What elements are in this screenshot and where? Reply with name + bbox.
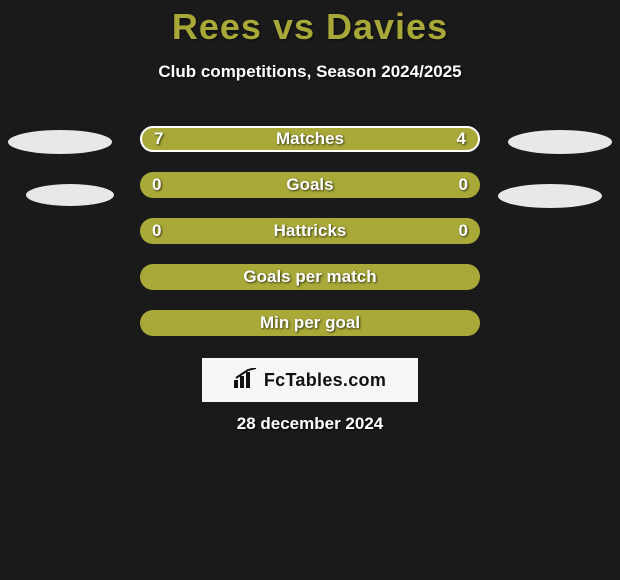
stat-value-left: 0 <box>152 221 161 241</box>
stat-bar: Min per goal <box>140 310 480 336</box>
stat-row: Matches 7 4 <box>0 116 620 162</box>
stat-bar: Goals per match <box>140 264 480 290</box>
stat-value-left: 0 <box>152 175 161 195</box>
stat-value-left: 7 <box>154 129 163 149</box>
stats-list: Matches 7 4 Goals 0 0 Hattricks 0 0 Goals per mat… <box>0 116 620 346</box>
stat-bar: Matches 7 4 <box>140 126 480 152</box>
brand-text: FcTables.com <box>264 370 386 391</box>
stat-label: Hattricks <box>274 221 347 241</box>
stat-row: Goals 0 0 <box>0 162 620 208</box>
stat-row: Hattricks 0 0 <box>0 208 620 254</box>
infographic-date: 28 december 2024 <box>0 414 620 434</box>
stat-label: Goals <box>286 175 333 195</box>
stat-label: Min per goal <box>260 313 360 333</box>
stat-row: Goals per match <box>0 254 620 300</box>
comparison-infographic: Rees vs Davies Club competitions, Season… <box>0 6 620 580</box>
stat-label: Goals per match <box>243 267 376 287</box>
stat-bar: Goals 0 0 <box>140 172 480 198</box>
page-title: Rees vs Davies <box>0 6 620 48</box>
brand-badge[interactable]: FcTables.com <box>202 358 418 402</box>
stat-label: Matches <box>276 129 344 149</box>
stat-bar: Hattricks 0 0 <box>140 218 480 244</box>
page-subtitle: Club competitions, Season 2024/2025 <box>0 62 620 82</box>
stat-row: Min per goal <box>0 300 620 346</box>
stat-value-right: 0 <box>459 221 468 241</box>
stat-value-right: 0 <box>459 175 468 195</box>
brand-chart-icon <box>234 368 258 393</box>
stat-value-right: 4 <box>457 129 466 149</box>
